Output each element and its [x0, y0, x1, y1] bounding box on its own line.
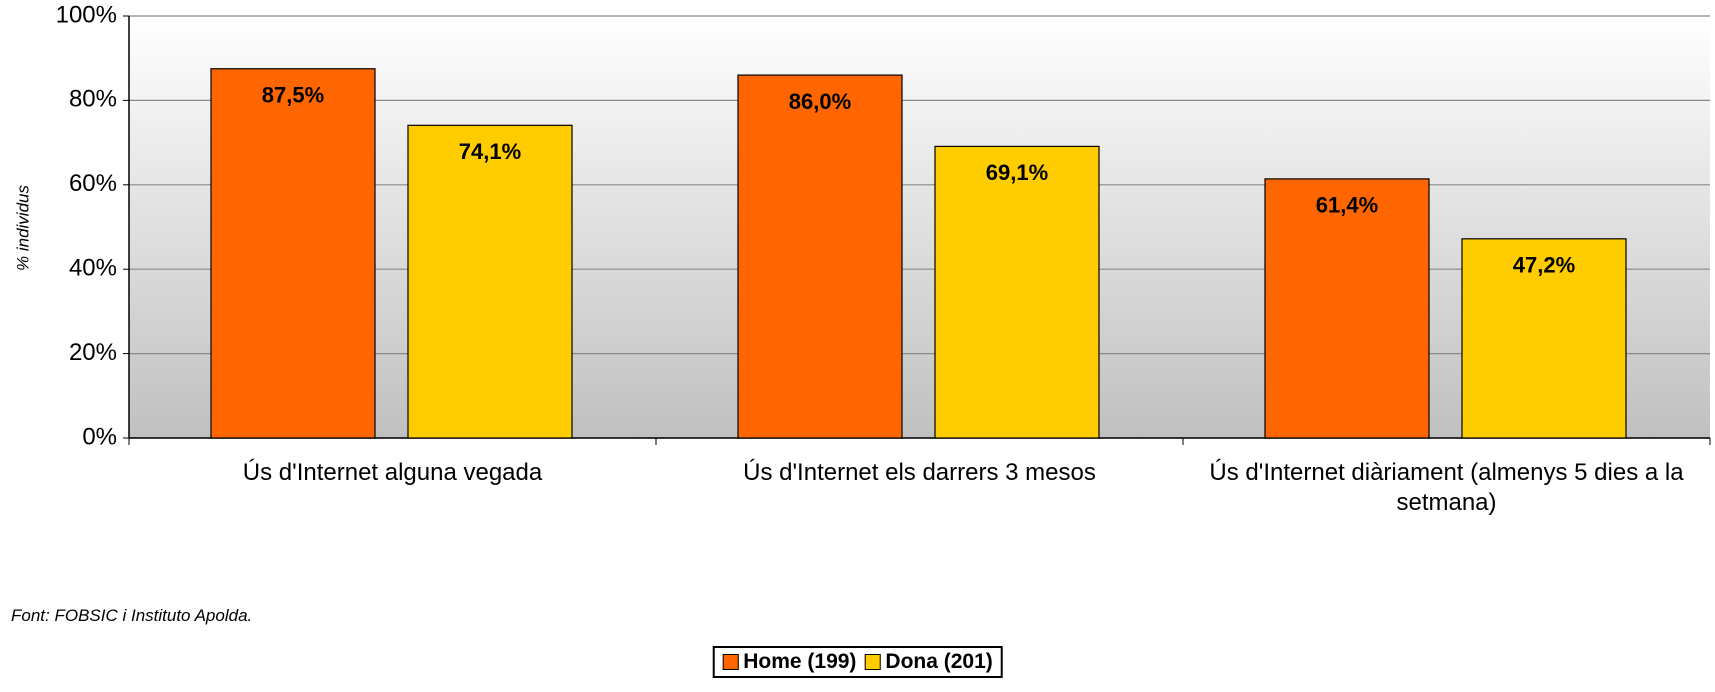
bar [934, 145, 1100, 439]
y-tick-label: 40% [69, 255, 117, 282]
annotation: Font: FOBSIC i Instituto Apolda. [11, 606, 253, 625]
value-label: 74,1% [459, 139, 521, 164]
bar [1264, 178, 1430, 439]
x-tick-label: Ús d'Internet diàriament (almenys 5 dies… [1209, 459, 1684, 516]
legend-swatch [722, 654, 739, 670]
y-tick-label: 100% [56, 1, 117, 28]
bar [210, 68, 376, 439]
legend-item: Home (199) [722, 650, 856, 674]
value-label: 87,5% [262, 83, 324, 108]
y-tick-label: 80% [69, 86, 117, 113]
legend-swatch [864, 654, 881, 670]
x-tick-label: Ús d'Internet els darrers 3 mesos [743, 459, 1096, 486]
y-tick-label: 60% [69, 170, 117, 197]
bar [737, 74, 903, 439]
y-tick-label: 0% [82, 423, 117, 450]
y-axis-label: % individus [13, 185, 32, 271]
bar [407, 124, 573, 439]
legend-label: Home (199) [743, 650, 857, 673]
value-label: 47,2% [1513, 253, 1575, 278]
legend: Home (199) Dona (201) [712, 646, 1003, 678]
bar [1461, 238, 1627, 439]
value-label: 69,1% [986, 160, 1048, 185]
y-tick-label: 20% [69, 339, 117, 366]
value-label: 61,4% [1316, 193, 1378, 218]
value-label: 86,0% [789, 89, 851, 114]
x-tick-label: Ús d'Internet alguna vegada [242, 459, 543, 486]
plot-area [129, 16, 1710, 438]
legend-item: Dona (201) [864, 650, 993, 674]
legend-label: Dona (201) [885, 650, 993, 673]
